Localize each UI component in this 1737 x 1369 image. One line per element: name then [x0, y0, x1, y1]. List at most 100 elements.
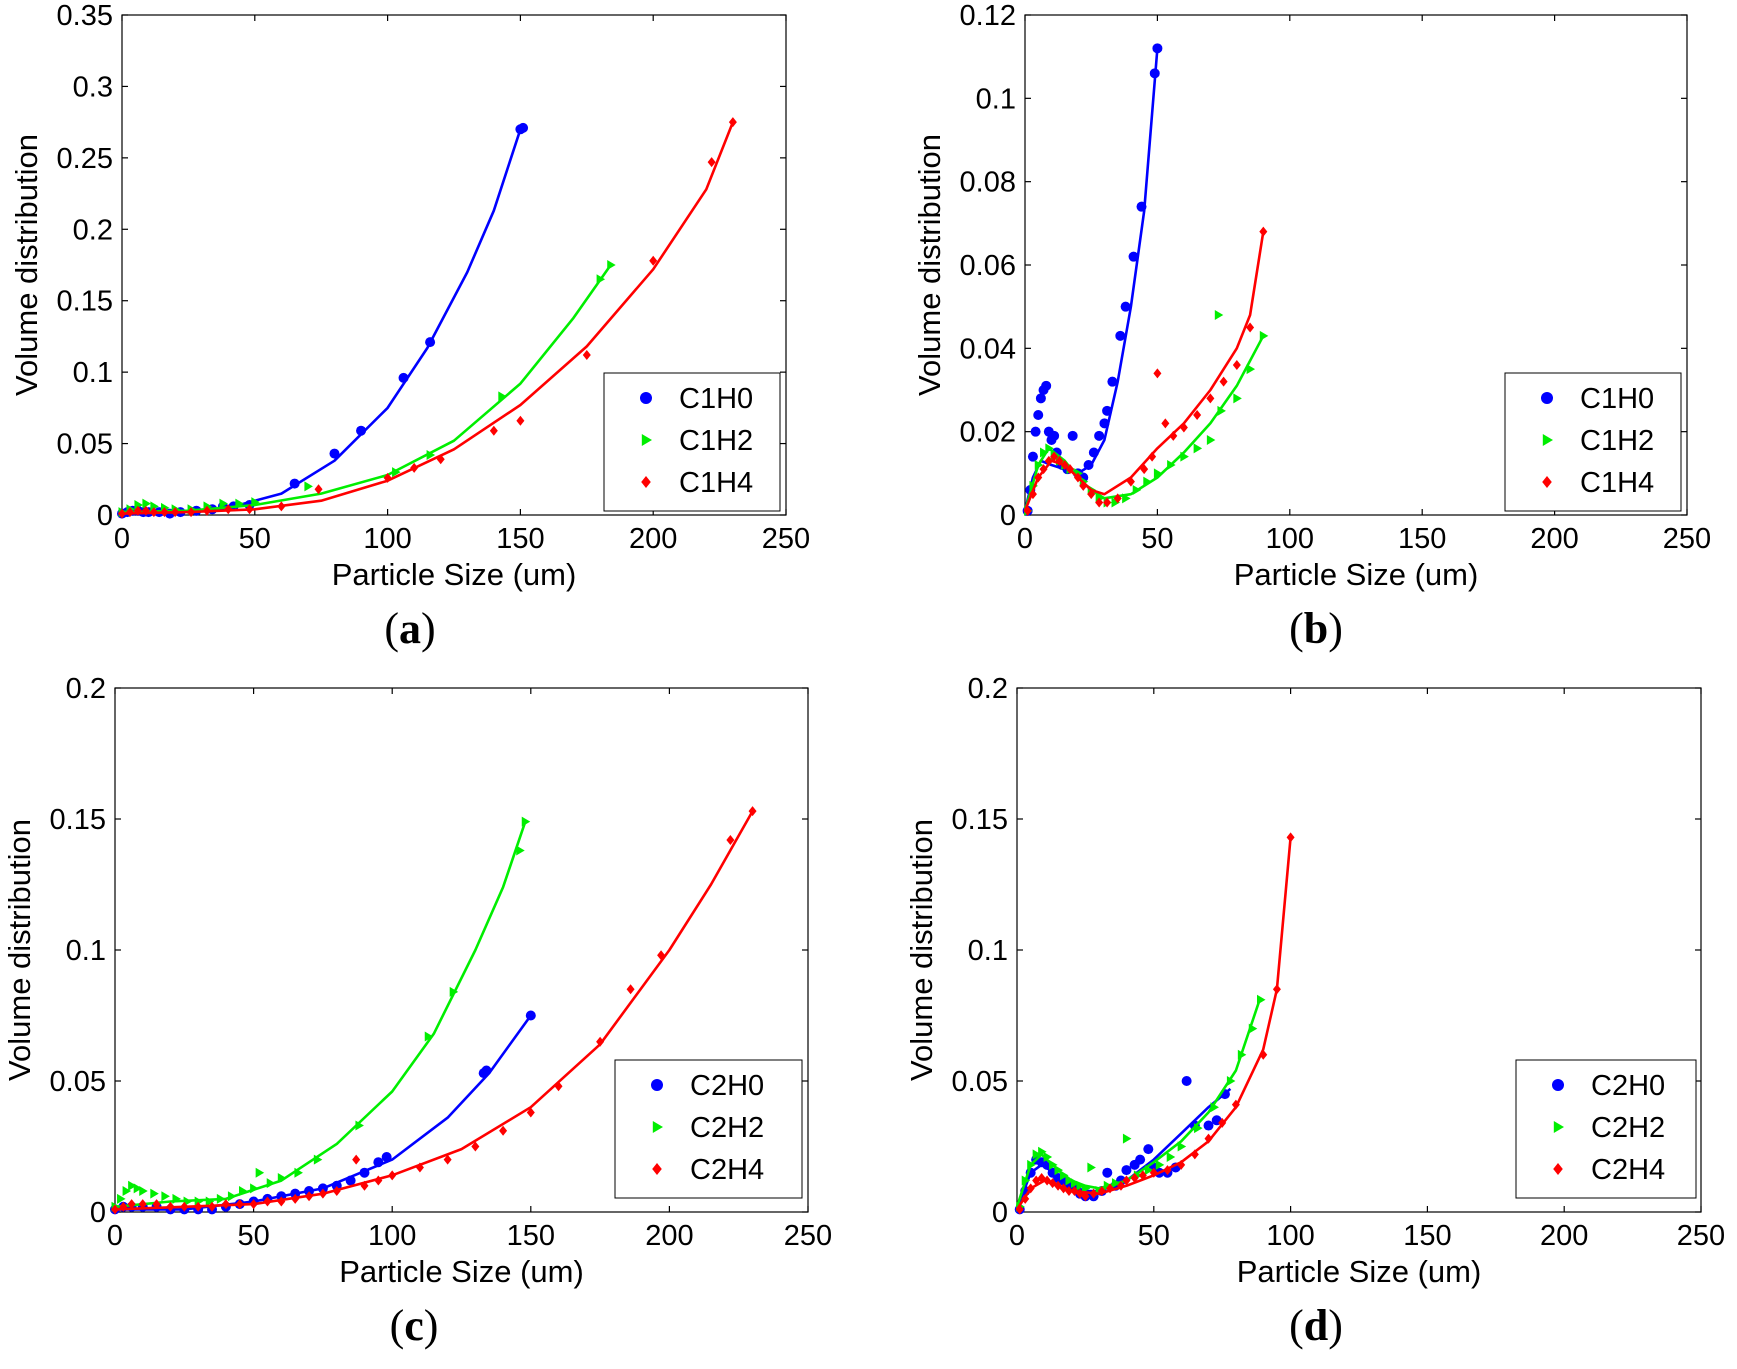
panel-a: 0 50 100 150 200 250 0 0.05 0.1 0.15 0.2 0.25 0.3 0.3… — [9, 0, 810, 653]
data-point — [1030, 426, 1041, 437]
legend-marker — [652, 1121, 663, 1133]
legend-label: C2H0 — [690, 1070, 764, 1102]
data-point — [424, 1031, 434, 1042]
x-tick-label: 50 — [237, 1220, 269, 1252]
legend-box — [1504, 372, 1682, 512]
data-point — [1190, 1149, 1199, 1160]
data-point — [1149, 68, 1160, 79]
data-point — [1095, 497, 1104, 508]
data-point — [1217, 405, 1226, 416]
data-point — [1021, 1175, 1031, 1186]
data-point — [1203, 1120, 1214, 1131]
data-point — [1149, 1167, 1158, 1178]
data-point — [1045, 443, 1054, 454]
fit-line-c1h4 — [121, 121, 735, 515]
data-point — [122, 1186, 132, 1197]
data-point — [1064, 1186, 1073, 1197]
data-point — [728, 117, 737, 128]
series-c1h0 — [117, 122, 529, 519]
data-point — [111, 1204, 119, 1215]
data-point — [521, 816, 531, 827]
legend: C1H0 C1H2 C1H4 — [1504, 372, 1682, 512]
data-point — [415, 1162, 424, 1173]
data-point — [1169, 430, 1178, 441]
data-point — [360, 1180, 369, 1191]
data-point — [235, 1199, 244, 1210]
data-point — [1035, 393, 1046, 404]
data-point — [1259, 330, 1269, 341]
y-tick-label: 0 — [992, 1197, 1008, 1229]
x-tick-label: 0 — [107, 1220, 123, 1252]
data-point — [118, 508, 126, 519]
y-tick-label: 0.1 — [73, 357, 113, 389]
x-tick-label: 0 — [1017, 523, 1033, 555]
data-point — [1136, 201, 1147, 212]
data-point — [1272, 984, 1281, 995]
data-point — [1097, 1186, 1106, 1197]
data-point — [426, 450, 436, 460]
legend-label: C1H0 — [1580, 383, 1654, 415]
legend-label: C1H0 — [679, 383, 753, 415]
data-point — [1161, 418, 1170, 429]
data-point — [290, 1188, 301, 1199]
data-point — [1111, 1178, 1121, 1189]
data-point — [1049, 1159, 1058, 1170]
data-point — [249, 1199, 258, 1210]
x-tick-label: 200 — [645, 1220, 693, 1252]
data-point — [489, 425, 498, 436]
legend-marker — [1542, 476, 1552, 488]
data-point — [227, 1191, 237, 1202]
x-tick-label: 0 — [114, 523, 130, 555]
data-point — [294, 1167, 303, 1178]
data-point — [1070, 1178, 1080, 1189]
data-point — [205, 1196, 215, 1207]
y-axis-label: Volume distribution — [2, 819, 37, 1081]
data-point — [235, 498, 244, 509]
data-point — [1040, 447, 1049, 458]
legend-label: C2H2 — [690, 1112, 764, 1144]
series-c2h4 — [111, 806, 757, 1215]
data-point — [1028, 489, 1037, 500]
legend-marker — [1541, 392, 1553, 404]
data-point — [1107, 376, 1118, 387]
y-tick-label: 0.05 — [50, 1066, 106, 1098]
data-point — [150, 1188, 159, 1199]
y-tick-label: 0.15 — [952, 804, 1008, 836]
x-axis-label: Particle Size (um) — [332, 557, 577, 592]
legend-marker — [1552, 1079, 1564, 1091]
data-point — [1076, 1180, 1085, 1191]
data-point — [425, 337, 436, 348]
y-tick-label: 0.05 — [952, 1066, 1008, 1098]
data-point — [726, 834, 735, 845]
panel-c: 0 50 100 150 200 250 0 0.05 0.1 0.15 0.2 Particle S… — [2, 673, 832, 1350]
data-point — [1180, 451, 1189, 462]
data-point — [224, 504, 233, 515]
data-point — [1088, 447, 1099, 458]
legend-marker — [651, 1079, 663, 1091]
data-point — [1194, 1123, 1203, 1134]
data-point — [626, 984, 635, 995]
series-c2h0 — [110, 1010, 536, 1215]
data-point — [1021, 1193, 1030, 1204]
data-point — [1177, 1141, 1187, 1152]
data-point — [1143, 1144, 1154, 1155]
legend-label: C2H4 — [690, 1154, 764, 1186]
y-tick-label: 0.25 — [57, 143, 113, 175]
data-point — [1122, 1175, 1131, 1186]
data-point — [707, 157, 716, 168]
data-point — [1135, 1154, 1146, 1165]
y-tick-label: 0.1 — [968, 935, 1008, 967]
x-axis-label: Particle Size (um) — [1237, 1254, 1482, 1289]
data-point — [1181, 1076, 1192, 1086]
data-point — [392, 467, 401, 478]
data-point — [1130, 1172, 1139, 1183]
x-tick-label: 200 — [1530, 523, 1578, 555]
legend-marker — [1542, 434, 1553, 446]
data-point — [1219, 376, 1228, 387]
data-point — [1210, 1102, 1219, 1113]
data-point — [554, 1081, 563, 1092]
data-point — [388, 1170, 397, 1181]
data-point — [1043, 1151, 1053, 1162]
data-point — [142, 498, 151, 509]
data-point — [1023, 505, 1032, 516]
